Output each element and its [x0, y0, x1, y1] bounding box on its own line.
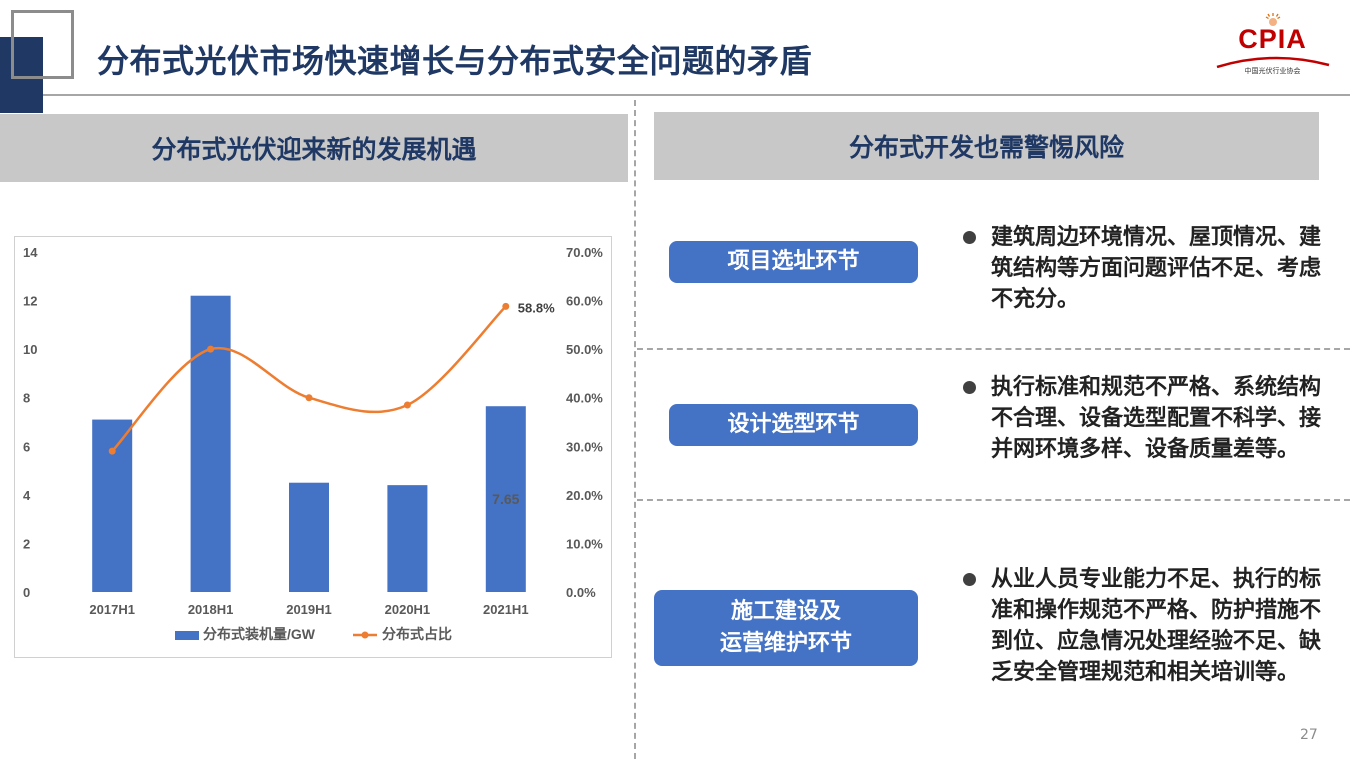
page-number: 27 — [1300, 727, 1318, 743]
y-left-tick-label: 0 — [23, 585, 30, 600]
chart-container: 0 2 4 6 8 10 12 14 0.0% 10.0% 20.0% 30.0% 40.0% 50.0%… — [14, 236, 612, 658]
y-right-tick-label: 50.0% — [566, 342, 603, 357]
y-right-tick-label: 70.0% — [566, 245, 603, 260]
legend-bar-swatch — [175, 631, 199, 640]
legend-line-label: 分布式占比 — [382, 626, 452, 642]
line-point — [108, 447, 116, 455]
y-left-tick-label: 8 — [23, 391, 30, 406]
y-right-tick-label: 0.0% — [566, 585, 596, 600]
bullet-icon — [963, 381, 976, 394]
left-section-header: 分布式光伏迎来新的发展机遇 — [0, 114, 628, 182]
x-tick-label: 2020H1 — [385, 602, 431, 617]
y-right-tick-label: 20.0% — [566, 488, 603, 503]
risk-text: 执行标准和规范不严格、系统结构不合理、设备选型配置不科学、接并网环境多样、设备质… — [991, 375, 1322, 462]
line-point — [305, 394, 313, 402]
row-divider-1 — [637, 348, 1350, 350]
stage-design-selection: 设计选型环节 — [669, 404, 918, 446]
bar — [289, 482, 329, 592]
x-tick-label: 2018H1 — [188, 602, 234, 617]
bar — [92, 419, 133, 592]
logo-wordmark: CPIA — [1238, 24, 1307, 54]
y-left-tick-label: 14 — [23, 245, 38, 260]
bar — [485, 406, 526, 592]
risk-text: 从业人员专业能力不足、执行的标准和操作规范不严格、防护措施不到位、应急情况处理经… — [991, 567, 1322, 685]
line-point — [403, 401, 411, 409]
stage-label-line1: 施工建设及 — [730, 599, 841, 624]
risk-item-site-selection: 建筑周边环境情况、屋顶情况、建筑结构等方面问题评估不足、考虑不充分。 — [963, 222, 1323, 315]
risk-text: 建筑周边环境情况、屋顶情况、建筑结构等方面问题评估不足、考虑不充分。 — [991, 225, 1322, 312]
bullet-icon — [963, 231, 976, 244]
y-left-tick-label: 2 — [23, 536, 30, 551]
y-left-tick-label: 10 — [23, 342, 37, 357]
y-right-tick-label: 30.0% — [566, 439, 603, 454]
legend-bar-label: 分布式装机量/GW — [203, 626, 316, 642]
bar-data-label: 7.65 — [492, 491, 519, 507]
risk-item-construction-operation: 从业人员专业能力不足、执行的标准和操作规范不严格、防护措施不到位、应急情况处理经… — [963, 564, 1323, 688]
line-series-path — [111, 305, 507, 453]
y-left-tick-label: 6 — [23, 439, 30, 454]
x-tick-label: 2019H1 — [286, 602, 332, 617]
y-left-tick-label: 12 — [23, 294, 37, 309]
title-divider — [43, 94, 1350, 96]
bar — [190, 295, 231, 592]
logo-swoosh — [1216, 56, 1330, 68]
x-tick-label: 2017H1 — [89, 602, 135, 617]
stage-construction-operation: 施工建设及 运营维护环节 — [654, 590, 918, 666]
risk-item-design-selection: 执行标准和规范不严格、系统结构不合理、设备选型配置不科学、接并网环境多样、设备质… — [963, 372, 1323, 465]
sun-logo-icon — [1265, 13, 1281, 26]
stage-label-line2: 运营维护环节 — [719, 631, 852, 656]
y-right-tick-label: 60.0% — [566, 294, 603, 309]
logo-subtitle: 中国光伏行业协会 — [1244, 67, 1301, 75]
stage-site-selection: 项目选址环节 — [669, 241, 918, 283]
combo-chart: 0 2 4 6 8 10 12 14 0.0% 10.0% 20.0% 30.0% 40.0% 50.0%… — [23, 245, 603, 642]
bullet-icon — [963, 573, 976, 586]
right-section-header: 分布式开发也需警惕风险 — [654, 112, 1319, 180]
line-point — [502, 302, 510, 310]
y-right-tick-label: 40.0% — [566, 391, 603, 406]
page-title: 分布式光伏市场快速增长与分布式安全问题的矛盾 — [97, 42, 813, 80]
line-data-label: 58.8% — [518, 300, 555, 315]
vertical-divider — [634, 100, 636, 759]
row-divider-2 — [637, 499, 1350, 501]
legend-line-marker — [361, 631, 369, 639]
line-point — [207, 345, 215, 353]
bar — [387, 485, 428, 592]
title-accent-frame — [11, 10, 74, 79]
y-left-tick-label: 4 — [23, 488, 31, 503]
y-right-tick-label: 10.0% — [566, 536, 603, 551]
cpia-logo: CPIA 中国光伏行业协会 — [1210, 10, 1335, 78]
x-tick-label: 2021H1 — [483, 602, 529, 617]
title-accent-block — [0, 37, 43, 113]
